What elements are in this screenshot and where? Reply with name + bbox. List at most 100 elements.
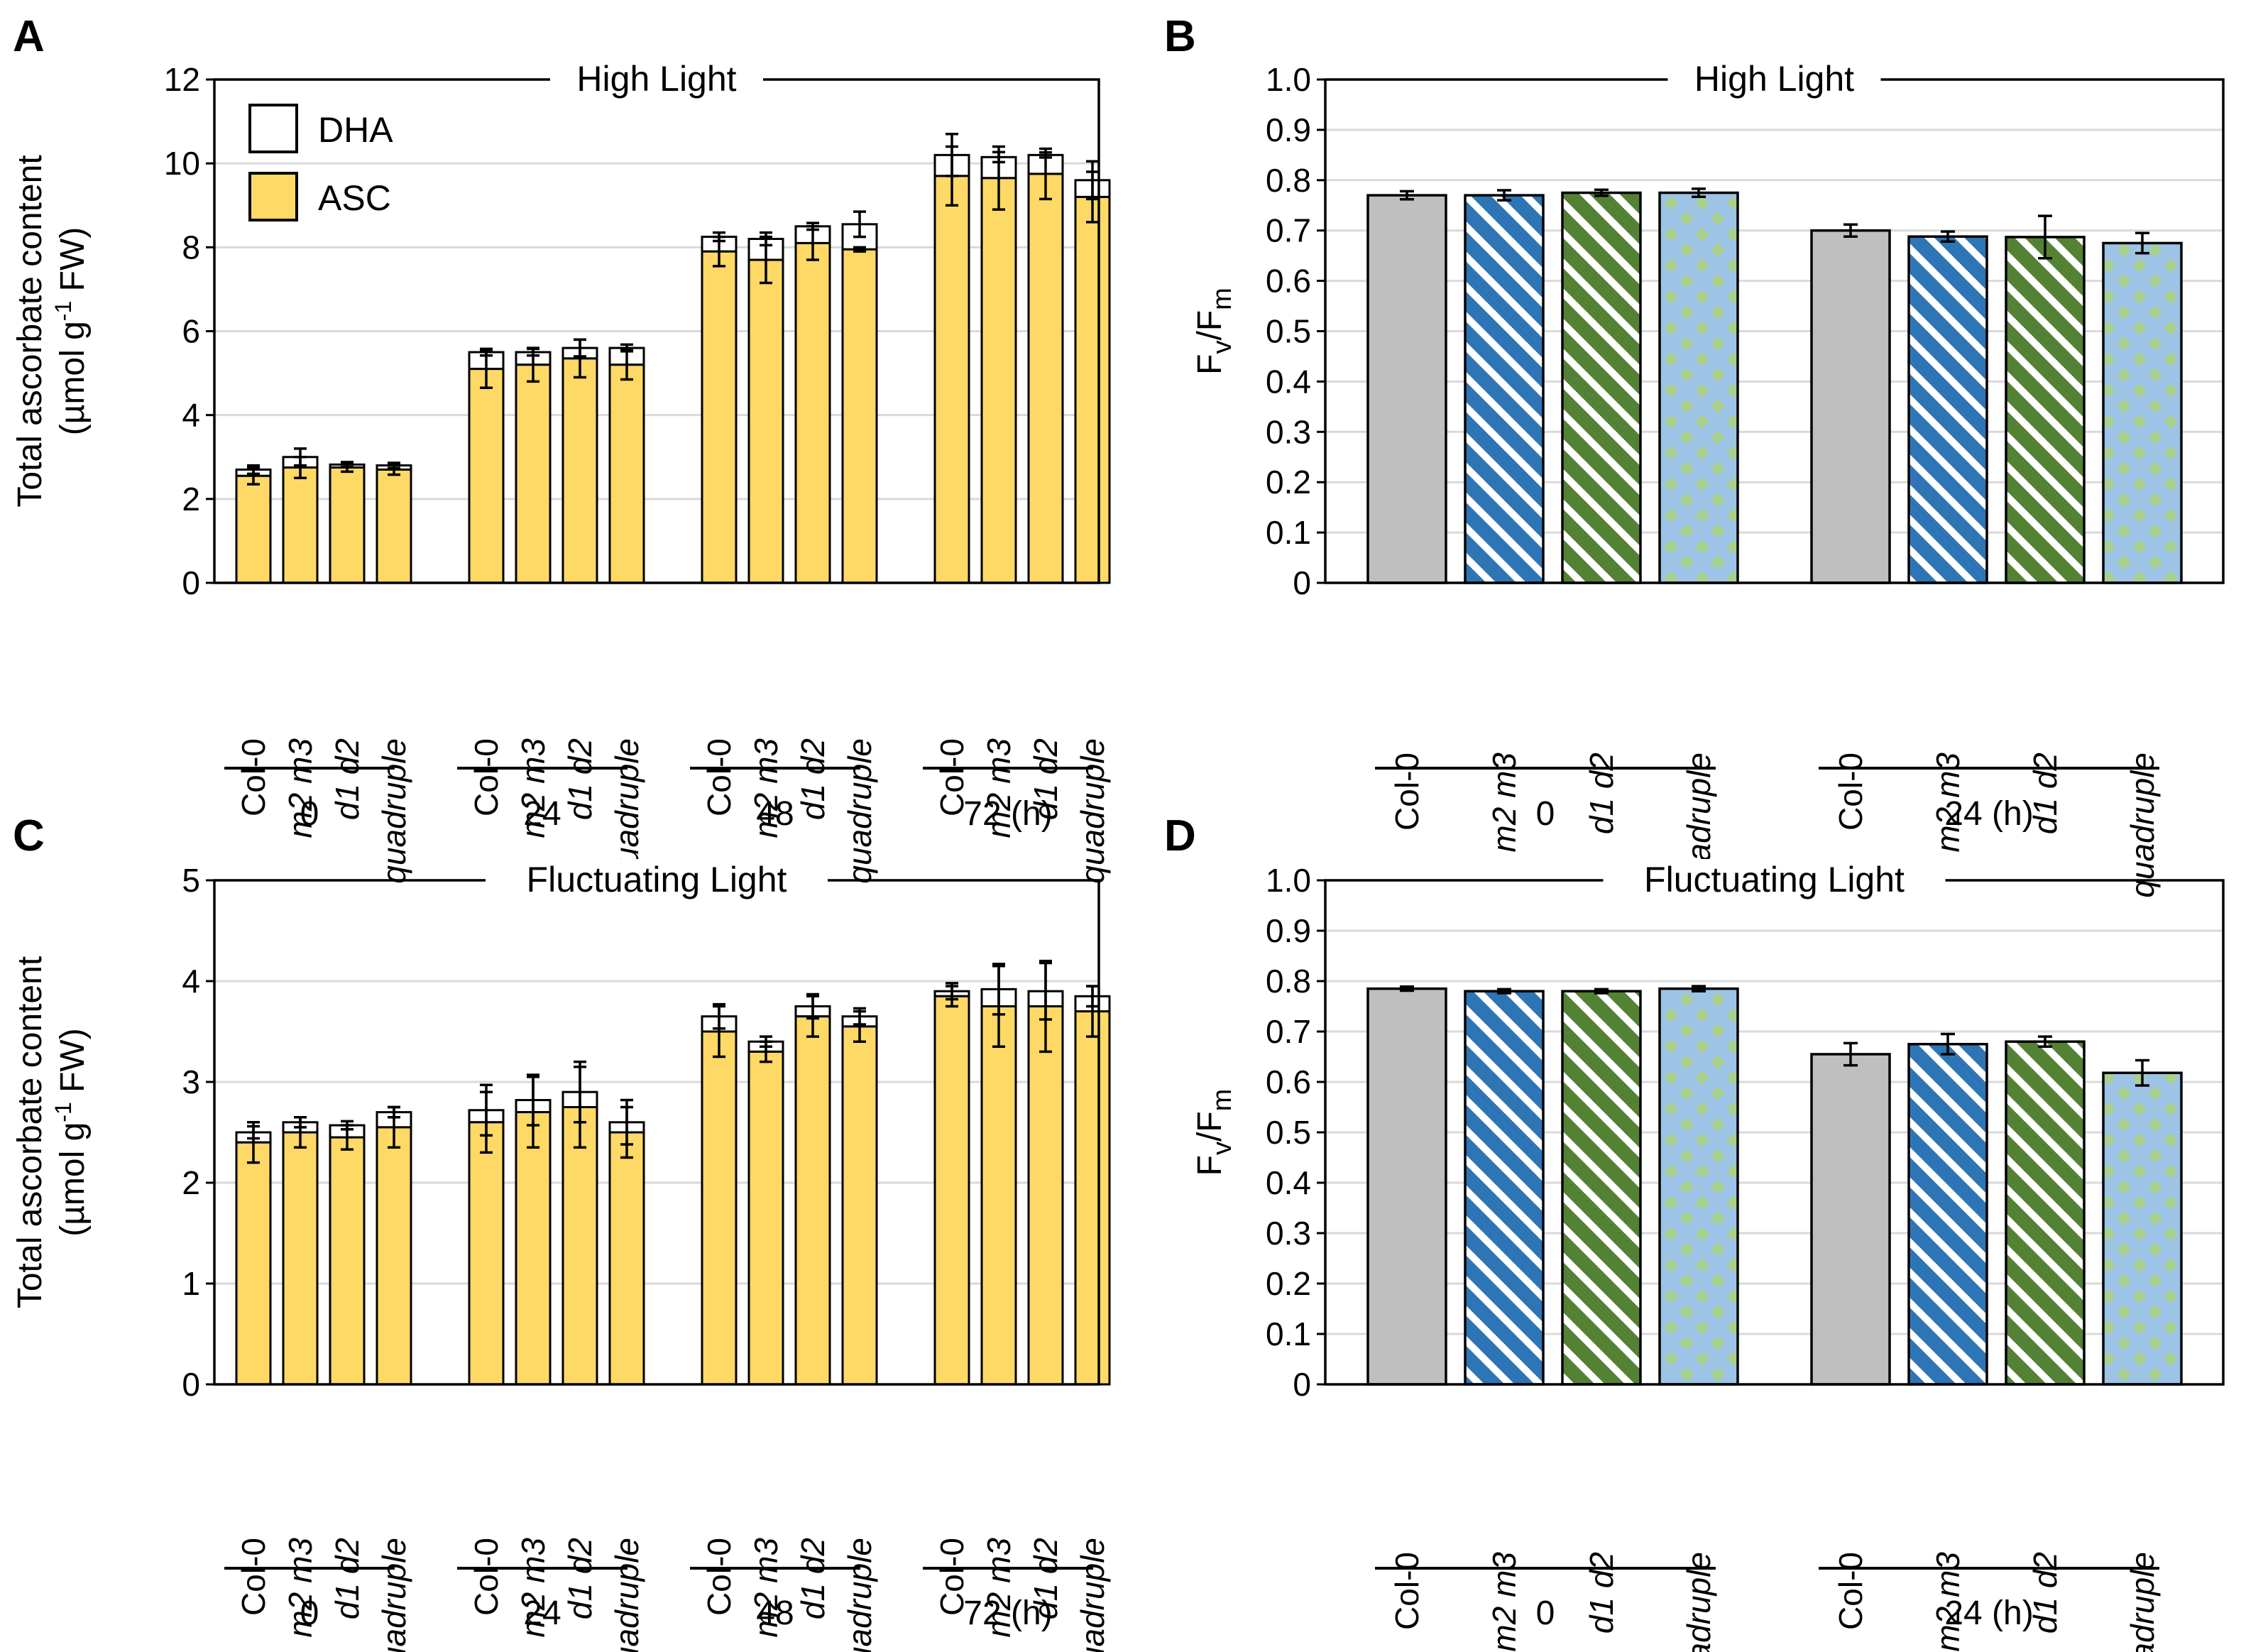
y-tick-label: 6 — [182, 313, 200, 350]
asc-bar — [561, 1106, 598, 1386]
category-label: m2 m3 — [282, 738, 319, 838]
group-label: 72 (h) — [963, 1594, 1052, 1632]
legend-swatch-dha — [248, 104, 298, 153]
asc-bar — [282, 466, 319, 584]
fvfm-bar — [1561, 990, 1642, 1386]
y-tick-label: 4 — [182, 397, 200, 434]
group-label: 48 — [756, 1594, 794, 1632]
category-label: m2 m3 — [980, 1538, 1017, 1638]
y-tick-label: 5 — [182, 862, 200, 899]
y-tick-label: 0.3 — [1266, 413, 1311, 450]
category-label: quadruple — [841, 1538, 878, 1652]
fvfm-bar — [1658, 987, 1739, 1386]
y-tick-label: 0 — [1293, 564, 1311, 601]
y-tick-label: 2 — [182, 481, 200, 518]
y-tick-label: 0.4 — [1266, 1164, 1311, 1201]
group-label: 0 — [1536, 795, 1555, 833]
y-tick-label: 2 — [182, 1164, 200, 1201]
asc-bar — [282, 1131, 319, 1386]
group-label: 0 — [300, 1594, 319, 1632]
asc-bar — [1074, 195, 1111, 584]
y-axis-label-part: F — [1191, 1155, 1229, 1176]
y-tick-label: 0.6 — [1266, 1063, 1311, 1100]
fvfm-bar — [1366, 987, 1447, 1386]
group-label: 24 — [523, 795, 561, 833]
y-tick-label: 0 — [1293, 1366, 1311, 1403]
category-label: quadruple — [376, 1538, 412, 1652]
y-axis-label: Total ascorbate content (µmol g-1 FW) — [11, 155, 92, 507]
category-label: quadruple — [1074, 1538, 1111, 1652]
asc-bar — [376, 1126, 412, 1386]
y-axis-label-part: (µmol g — [54, 321, 92, 435]
panel-b-chart: 0 0.1 0.2 0.3 0.4 0.5 0.6 0.7 0.8 0.9 1.0 High Ligh… — [1191, 58, 2225, 898]
panel-d-chart: 0 0.1 0.2 0.3 0.4 0.5 0.6 0.7 0.8 0.9 1.0 Fluctuati… — [1191, 859, 2225, 1652]
group-label: 24 (h) — [1944, 1594, 2033, 1632]
y-axis-label-line1: Total ascorbate content — [11, 155, 49, 507]
y-tick-label: 4 — [182, 963, 200, 1000]
y-axis-label-sup: -1 — [50, 301, 76, 321]
y-tick-label: 0.2 — [1266, 464, 1311, 500]
y-tick-label: 0.8 — [1266, 162, 1311, 199]
y-tick-label: 0.9 — [1266, 111, 1311, 148]
asc-bar — [794, 241, 831, 584]
y-tick-label: 0.1 — [1266, 1315, 1311, 1352]
category-label: d1 d2 — [794, 1538, 831, 1619]
y-axis-label-part: F — [1191, 354, 1229, 374]
y-tick-label: 0.5 — [1266, 313, 1311, 350]
fvfm-bar — [1464, 990, 1545, 1386]
category-label: Col-0 — [933, 1538, 970, 1616]
asc-bar — [747, 1050, 784, 1386]
group-label: 0 — [300, 795, 319, 833]
y-axis-label: Fv/Fm — [1191, 288, 1237, 375]
asc-bar — [329, 1136, 366, 1386]
asc-bar — [794, 1015, 831, 1386]
category-label: m2 m3 — [515, 738, 552, 838]
y-axis-label-part: FW) — [54, 227, 92, 301]
asc-bar — [468, 1121, 505, 1386]
category-label: Col-0 — [701, 1538, 738, 1616]
panel-label-b: B — [1164, 12, 1196, 61]
chart-title: Fluctuating Light — [1644, 860, 1905, 899]
y-tick-label: 8 — [182, 229, 200, 266]
y-tick-label: 0.4 — [1266, 363, 1311, 400]
category-label: Col-0 — [933, 738, 970, 816]
asc-bar — [841, 248, 878, 584]
panel-label-a: A — [13, 12, 45, 61]
fvfm-bar — [1658, 191, 1739, 584]
category-label: d1 d2 — [1583, 753, 1620, 834]
category-label: quadruple — [1074, 738, 1111, 884]
fvfm-bar — [1810, 229, 1891, 584]
fvfm-bar — [1907, 1043, 1988, 1386]
category-label: d1 d2 — [1027, 738, 1064, 820]
y-axis-label-sub: v — [1207, 340, 1237, 354]
group-label: 48 — [756, 795, 794, 833]
panel-label-d: D — [1164, 811, 1196, 860]
title-background — [1603, 859, 1946, 902]
y-axis-label-part: /F — [1191, 310, 1229, 341]
y-axis-label-fvfm: Fv/Fm — [1191, 1089, 1237, 1176]
y-axis-label-part: (µmol g — [54, 1122, 92, 1237]
y-tick-label: 0.3 — [1266, 1215, 1311, 1252]
legend-swatch-asc — [248, 172, 298, 221]
category-label: m2 m3 — [980, 738, 1017, 838]
category-label: Col-0 — [701, 738, 738, 816]
y-tick-label: 0.7 — [1266, 212, 1311, 249]
category-label: Col-0 — [468, 738, 505, 816]
y-tick-label: 3 — [182, 1063, 200, 1100]
y-tick-label: 0.5 — [1266, 1114, 1311, 1151]
title-background — [550, 58, 763, 101]
panel-label-c: C — [13, 811, 45, 860]
category-label: Col-0 — [1388, 753, 1425, 831]
fvfm-bar — [1366, 194, 1447, 584]
category-label: quadruple — [841, 738, 878, 884]
fvfm-bar — [1464, 194, 1545, 584]
group-label: 24 (h) — [1944, 795, 2033, 833]
fvfm-bar — [1810, 1053, 1891, 1386]
category-label: d1 d2 — [329, 1538, 366, 1619]
y-axis-label-line1: Total ascorbate content — [11, 956, 49, 1308]
fvfm-bar — [1561, 191, 1642, 584]
group-label: 72 (h) — [963, 795, 1052, 833]
